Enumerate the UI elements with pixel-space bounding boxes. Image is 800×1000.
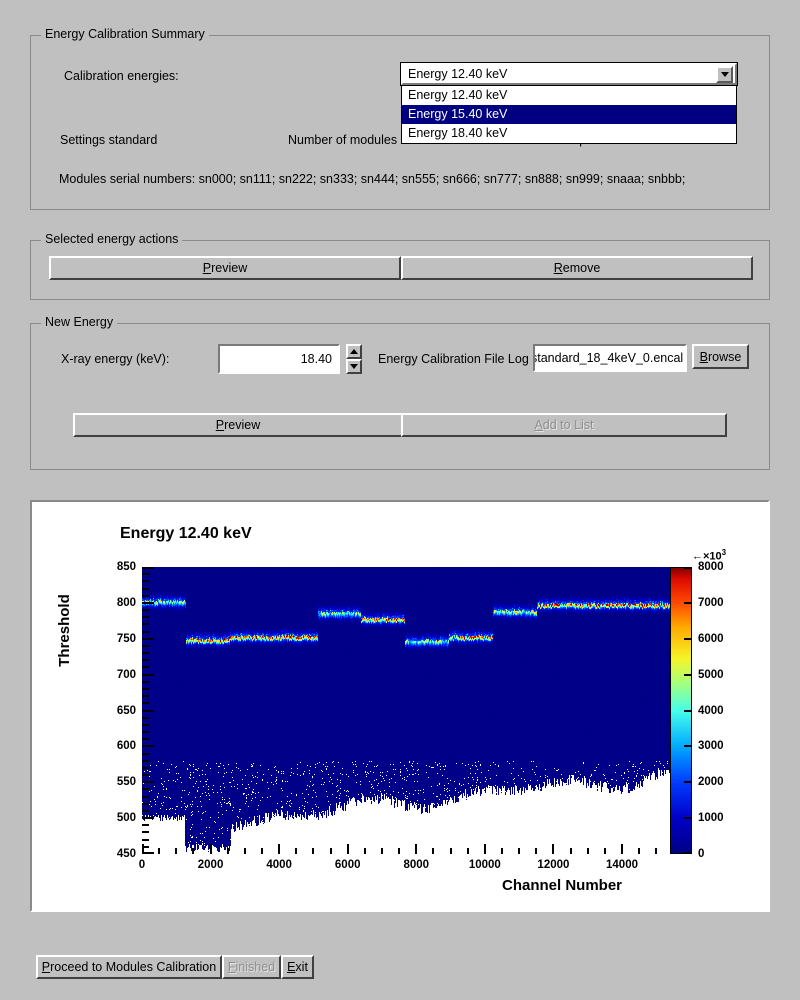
settings-standard-label: Settings standard [60, 133, 158, 147]
x-tick-14000: 14000 [606, 859, 638, 871]
x-axis-title: Channel Number [502, 877, 623, 894]
summary-group-title: Energy Calibration Summary [41, 27, 209, 41]
add-rest: dd to List [542, 418, 594, 432]
add-to-list-label: Add to List [534, 418, 594, 432]
y-tick-450: 450 [116, 848, 136, 860]
number-of-modules-label: Number of modules 12 [288, 133, 415, 147]
colorbar-tick-8000: 8000 [698, 561, 724, 573]
x-tick-10000: 10000 [468, 859, 501, 871]
proceed-to-modules-calibration-button[interactable]: Proceed to Modules Calibration [36, 955, 222, 979]
calibration-energies-selected-value: Energy 12.40 keV [408, 67, 508, 81]
dropdown-option-energy-18-40[interactable]: Energy 18.40 keV [408, 126, 508, 140]
x-tick-2000: 2000 [197, 859, 224, 871]
y-axis-title: Threshold [55, 594, 73, 667]
file-log-label: Energy Calibration File Log [378, 352, 529, 366]
colorbar-tick-6000: 6000 [698, 632, 724, 645]
y-tick-500: 500 [116, 812, 136, 825]
y-tick-750: 750 [116, 632, 136, 645]
selected-energy-actions-group: Selected energy actions Preview Remove [30, 232, 770, 300]
xray-energy-stepper[interactable] [346, 344, 362, 374]
dropdown-option-energy-12-40[interactable]: Energy 12.40 keV [408, 88, 508, 102]
y-tick-650: 650 [116, 704, 136, 717]
selected-energy-preview-button[interactable]: Preview [49, 256, 401, 280]
new-energy-preview-button[interactable]: Preview [73, 413, 403, 437]
x-tick-0: 0 [138, 859, 146, 871]
plot-title: Energy 12.40 keV [120, 525, 252, 542]
colorbar-multiplier-label: ←×103 [692, 548, 726, 563]
threshold-heatmap [142, 567, 670, 854]
y-tick-800: 800 [116, 596, 136, 609]
colorbar-tick-7000: 7000 [698, 596, 724, 609]
colorbar-multiplier-exponent: 3 [721, 548, 727, 557]
finished-label: Finished [227, 960, 276, 974]
exit-rest: xit [295, 960, 308, 974]
colorbar-multiplier-base: ×10 [703, 550, 722, 563]
proceed-rest: roceed to Modules Calibration [50, 960, 217, 974]
colorbar-tick-3000: 3000 [698, 740, 724, 753]
stepper-up-button[interactable] [346, 344, 362, 359]
new-energy-group-title: New Energy [41, 315, 118, 329]
file-log-input[interactable]: standard_18_4keV_0.encal [533, 344, 687, 372]
browse-rest: rowse [708, 349, 742, 364]
selected-actions-group-title: Selected energy actions [41, 232, 183, 246]
finished-rest: inished [235, 960, 276, 974]
colorbar-tick-2000: 2000 [698, 776, 724, 789]
new-energy-group: New Energy X-ray energy (keV): 18.40 Ene… [30, 315, 770, 470]
dropdown-option-energy-15-40[interactable]: Energy 15.40 keV [402, 105, 736, 124]
preview-rest: review [211, 261, 248, 275]
calibration-energies-dropdown-list[interactable]: Energy 12.40 keV Energy 15.40 keV Energy… [401, 85, 737, 144]
x-tick-6000: 6000 [334, 859, 361, 871]
y-tick-700: 700 [116, 668, 136, 681]
browse-button[interactable]: Browse [692, 344, 749, 369]
calibration-energies-label: Calibration energies: [64, 69, 179, 83]
remove-rest: emove [562, 261, 601, 275]
add-to-list-button[interactable]: Add to List [401, 413, 727, 437]
modules-serial-numbers-label: Modules serial numbers: sn000; sn111; sn… [59, 172, 686, 186]
xray-energy-value: 18.40 [300, 352, 332, 366]
selected-energy-remove-button[interactable]: Remove [401, 256, 753, 280]
colorbar-multiplier-arrow-icon: ← [692, 550, 703, 563]
colorbar-tick-4000: 4000 [698, 704, 724, 717]
xray-energy-label: X-ray energy (keV): [61, 352, 170, 366]
colorbar-tick-0: 0 [698, 848, 705, 860]
x-tick-8000: 8000 [403, 859, 430, 871]
xray-energy-input[interactable]: 18.40 [218, 344, 340, 374]
finished-button[interactable]: Finished [222, 955, 281, 979]
y-tick-550: 550 [116, 776, 136, 789]
x-tick-12000: 12000 [537, 859, 570, 871]
colorbar-tick-5000: 5000 [698, 668, 724, 681]
calibration-plot-panel: Energy 12.40 keV Threshold Channel Numbe… [30, 500, 770, 912]
y-tick-600: 600 [116, 740, 136, 753]
stepper-down-button[interactable] [346, 359, 362, 374]
calibration-energies-combobox[interactable]: Energy 12.40 keV [400, 62, 738, 86]
x-tick-4000: 4000 [266, 859, 292, 871]
y-tick-850: 850 [116, 561, 136, 573]
colorbar [670, 567, 692, 854]
browse-label: Browse [699, 349, 742, 364]
new-preview-rest: review [224, 418, 261, 432]
exit-button[interactable]: Exit [281, 955, 314, 979]
colorbar-tick-1000: 1000 [698, 812, 724, 825]
new-energy-preview-label: Preview [215, 418, 261, 432]
selected-energy-preview-label: Preview [202, 261, 248, 275]
exit-label: Exit [287, 960, 308, 974]
chevron-down-icon[interactable] [716, 65, 733, 83]
file-log-value: standard_18_4keV_0.encal [533, 351, 684, 365]
proceed-label: Proceed to Modules Calibration [41, 960, 217, 974]
selected-energy-remove-label: Remove [553, 261, 601, 275]
